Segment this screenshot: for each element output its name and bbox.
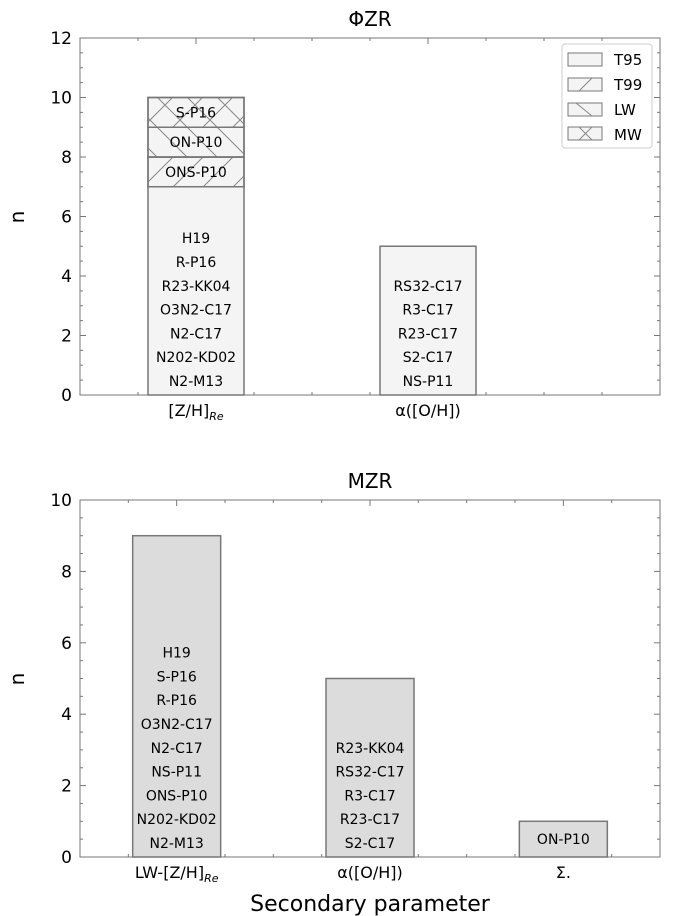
bar-label: NS-P11 bbox=[151, 765, 202, 781]
y-tick-label: 2 bbox=[61, 777, 72, 797]
x-tick-label: [Z/H]Re bbox=[168, 401, 224, 423]
legend-entry-lw: LW bbox=[567, 101, 636, 119]
legend-label-lw: LW bbox=[614, 101, 636, 119]
bar-label: R3-C17 bbox=[402, 303, 453, 319]
bar-label: N2-C17 bbox=[170, 326, 222, 342]
legend-entry-t95: T95 bbox=[567, 51, 642, 69]
legend: T95 T99 LW MW bbox=[561, 43, 653, 149]
bar-label: R23-KK04 bbox=[336, 741, 405, 757]
bar-label: N202-KD02 bbox=[137, 812, 217, 828]
bar-label: RS32-C17 bbox=[335, 765, 404, 781]
bar-label: S2-C17 bbox=[345, 836, 395, 852]
bar-label: R23-KK04 bbox=[162, 279, 231, 295]
y-tick-label: 4 bbox=[61, 705, 72, 725]
y-axis-label: n bbox=[5, 211, 29, 224]
mzr-panel: MZR n H19 S-P16 R-P16 O3N2-C17 N2-C17 NS-P11 O… bbox=[5, 469, 661, 885]
bar-label: R3-C17 bbox=[344, 788, 395, 804]
bar-hatch bbox=[147, 156, 245, 188]
y-tick-label: 10 bbox=[50, 89, 72, 109]
bar-label: O3N2-C17 bbox=[160, 303, 232, 319]
bar-label: O3N2-C17 bbox=[141, 717, 213, 733]
bar-label: N2-C17 bbox=[151, 741, 203, 757]
legend-label-mw: MW bbox=[614, 126, 642, 144]
bar-label: R23-C17 bbox=[398, 326, 458, 342]
y-tick-label: 10 bbox=[50, 491, 72, 511]
bar-label: N2-M13 bbox=[150, 836, 204, 852]
bar-label: R-P16 bbox=[176, 255, 217, 271]
legend-entry-t99: T99 bbox=[567, 76, 642, 94]
y-tick-label: 0 bbox=[61, 848, 72, 868]
bar-label: S-P16 bbox=[157, 669, 197, 685]
bar-label: H19 bbox=[162, 646, 190, 662]
chart-title: ΦZR bbox=[348, 7, 391, 31]
y-tick-label: 6 bbox=[61, 208, 72, 228]
y-tick-label: 12 bbox=[50, 29, 72, 49]
bar-segment bbox=[325, 677, 415, 858]
x-tick-label: α([O/H]) bbox=[395, 401, 461, 420]
legend-hatch-lw bbox=[575, 102, 593, 117]
bar-segment bbox=[518, 820, 609, 858]
y-tick-label: 8 bbox=[61, 562, 72, 582]
y-axis-label: n bbox=[5, 673, 29, 686]
bar-segment bbox=[147, 186, 245, 396]
y-tick-label: 6 bbox=[61, 634, 72, 654]
chart-title: MZR bbox=[348, 469, 393, 493]
x-tick-label: LW-[Z/H]Re bbox=[135, 863, 219, 885]
x-tick-label: Σ. bbox=[556, 863, 571, 882]
legend-hatch-t99 bbox=[578, 77, 593, 92]
legend-entry-mw: MW bbox=[567, 126, 642, 144]
bar-label: ONS-P10 bbox=[146, 788, 208, 804]
plot-frame bbox=[79, 499, 661, 858]
plot-frame bbox=[79, 37, 661, 396]
bar-label: ONS-P10 bbox=[165, 165, 227, 181]
x-axis-label: Secondary parameter bbox=[250, 892, 491, 916]
legend-box bbox=[561, 43, 653, 149]
bar-hatch bbox=[147, 126, 245, 158]
bar-label: N2-M13 bbox=[169, 374, 223, 390]
y-tick-label: 0 bbox=[61, 386, 72, 406]
bar-label: NS-P11 bbox=[403, 374, 454, 390]
bar-segment bbox=[379, 245, 477, 396]
bar-label: ON-P10 bbox=[537, 832, 590, 848]
phi-zr-panel: ΦZR n H19 R-P16 R23-KK04 O3N2-C17 N2-C17 N202… bbox=[5, 7, 661, 423]
legend-swatch-lw bbox=[567, 102, 603, 117]
y-tick-label: 4 bbox=[61, 267, 72, 287]
x-tick-label: α([O/H]) bbox=[337, 863, 403, 882]
legend-label-t95: T95 bbox=[613, 51, 642, 69]
bar-segment bbox=[131, 534, 222, 858]
legend-swatch-t95 bbox=[567, 52, 603, 67]
bar-label: RS32-C17 bbox=[393, 279, 462, 295]
y-tick-label: 8 bbox=[61, 148, 72, 168]
bar-label: R23-C17 bbox=[340, 812, 400, 828]
y-tick-label: 2 bbox=[61, 327, 72, 347]
bar-label: ON-P10 bbox=[170, 135, 223, 151]
bar-hatch bbox=[147, 96, 245, 128]
bar-label: S-P16 bbox=[176, 105, 216, 121]
bar-label: S2-C17 bbox=[403, 350, 453, 366]
bar-label: N202-KD02 bbox=[156, 350, 236, 366]
bar-label: R-P16 bbox=[156, 693, 197, 709]
legend-hatch-mw bbox=[578, 126, 593, 141]
bar-label: H19 bbox=[182, 231, 210, 247]
legend-label-t99: T99 bbox=[613, 76, 642, 94]
